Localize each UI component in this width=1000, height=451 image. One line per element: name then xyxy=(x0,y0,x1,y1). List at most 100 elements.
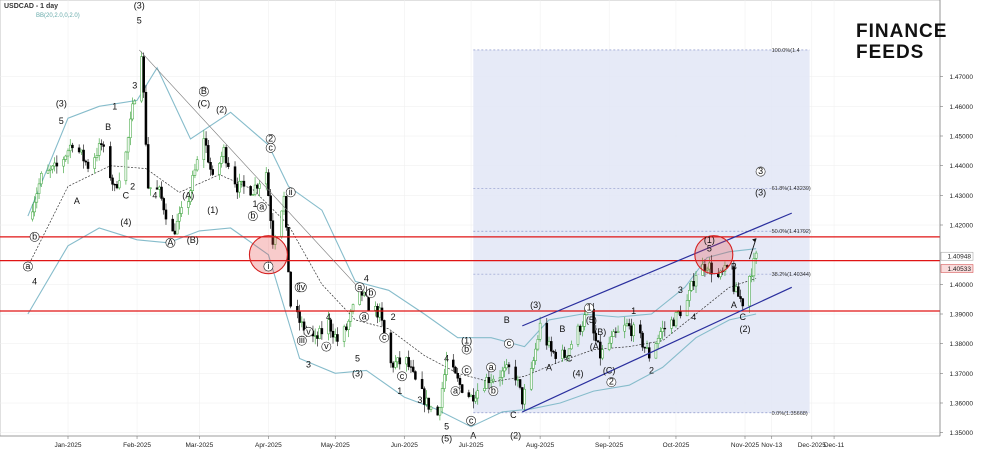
candle-body xyxy=(249,186,252,196)
candle-body xyxy=(554,351,557,359)
candle-body xyxy=(501,370,504,378)
wave-label-circle xyxy=(165,237,176,248)
marked-level-box xyxy=(940,251,974,261)
candle-body xyxy=(46,170,50,174)
candle-body xyxy=(676,311,680,313)
candle-body xyxy=(64,155,68,160)
candle-body xyxy=(610,336,613,344)
candle-body xyxy=(374,306,377,311)
wave-label: b xyxy=(368,288,373,298)
candle-body xyxy=(298,311,301,323)
candle-body xyxy=(458,377,462,385)
projection-arrowhead xyxy=(752,238,757,243)
wave-label: a xyxy=(362,311,367,321)
candle-body xyxy=(489,380,493,384)
candle-body xyxy=(207,145,210,163)
logo-line2: FEEDS xyxy=(856,42,924,63)
wave-label: b xyxy=(250,211,255,221)
y-tick-label: 1.42000 xyxy=(950,223,974,230)
candle-body xyxy=(405,357,408,365)
candle-body xyxy=(679,311,682,317)
candle-body xyxy=(688,290,691,301)
wave-label: a xyxy=(453,386,458,396)
candle-body xyxy=(643,346,647,349)
candle-body xyxy=(347,320,350,330)
y-tick-label: 1.45000 xyxy=(950,134,974,141)
candle-body xyxy=(630,325,633,337)
candle-body xyxy=(717,273,720,278)
y-tick-label: 1.44000 xyxy=(950,163,974,170)
bollinger-middle-sma xyxy=(27,165,757,383)
candle-body xyxy=(518,379,522,388)
wave-label: 5 xyxy=(707,244,712,254)
candle-body xyxy=(456,372,459,379)
candle-body xyxy=(62,159,65,167)
y-tick-label: 1.37000 xyxy=(950,371,974,378)
candle-body xyxy=(734,286,738,292)
candle-body xyxy=(284,196,288,228)
y-tick-label: 1.40000 xyxy=(950,282,974,289)
candle-body xyxy=(507,364,511,368)
wave-label: a xyxy=(357,282,362,292)
wave-label: C xyxy=(566,353,573,363)
candle-body xyxy=(140,56,143,102)
candle-body xyxy=(739,296,742,299)
wave-label: c xyxy=(464,365,469,375)
wave-label: (2) xyxy=(216,104,227,114)
candle-body xyxy=(694,275,698,287)
x-tick-label: May-2025 xyxy=(321,442,350,449)
wave-label: 1 xyxy=(253,199,258,209)
fib-level-label: 100.0%(1.4 xyxy=(772,48,800,54)
candle-body xyxy=(612,331,615,337)
candle-body xyxy=(282,196,286,212)
wave-label: iv xyxy=(299,282,306,292)
wave-label-circle xyxy=(606,377,617,388)
wave-label-circle xyxy=(263,261,274,272)
candle-body xyxy=(705,268,709,271)
candle-body xyxy=(565,355,569,358)
candle-body xyxy=(485,377,488,389)
candle-body xyxy=(287,227,290,273)
wave-label: (1) xyxy=(461,336,472,346)
bollinger-lower xyxy=(27,227,757,428)
candle-body xyxy=(411,366,415,372)
candle-body xyxy=(532,360,535,369)
candle-body xyxy=(552,350,555,353)
candle-body xyxy=(616,330,620,333)
candle-body xyxy=(529,368,533,390)
x-tick-label: Nov-13 xyxy=(761,442,782,449)
candle-body xyxy=(251,194,255,196)
candle-body xyxy=(131,103,134,120)
candle-body xyxy=(345,326,348,330)
candle-body xyxy=(521,387,524,405)
candle-body xyxy=(126,137,130,153)
candle-body xyxy=(195,159,199,171)
candle-body xyxy=(349,311,353,322)
candle-body xyxy=(269,195,272,221)
candle-body xyxy=(741,298,745,307)
wave-label: (1) xyxy=(207,205,218,215)
candle-body xyxy=(133,100,137,105)
candle-body xyxy=(516,379,520,381)
wave-label: 4 xyxy=(444,353,449,363)
candle-body xyxy=(547,341,551,346)
candle-body xyxy=(570,344,573,350)
wave-label: (A) xyxy=(590,342,602,352)
y-tick-label: 1.47000 xyxy=(950,74,974,81)
x-tick-label: Jan-2025 xyxy=(54,442,81,449)
y-tick-label: 1.36000 xyxy=(950,401,974,408)
candle-body xyxy=(264,172,268,185)
candle-body xyxy=(204,138,208,146)
wave-label: iii xyxy=(299,335,305,345)
candle-body xyxy=(498,377,502,380)
wave-label: 3 xyxy=(758,166,763,176)
wave-label: (4) xyxy=(120,217,131,227)
candle-body xyxy=(536,339,540,350)
candle-body xyxy=(514,366,517,381)
wave-label: 5 xyxy=(444,422,449,432)
wave-label-circle xyxy=(29,231,40,242)
wave-label: (3) xyxy=(352,368,363,378)
wave-label: 3 xyxy=(417,395,422,405)
